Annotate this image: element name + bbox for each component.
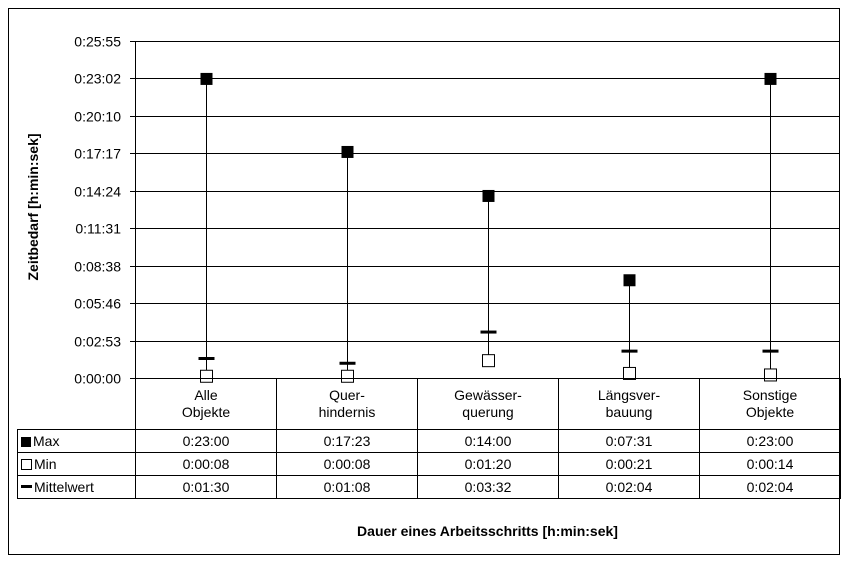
- gridlines: [130, 41, 840, 379]
- max-marker: [764, 72, 777, 85]
- y-tick-label: 0:17:17: [74, 146, 121, 162]
- table-cell: 0:00:08: [135, 452, 277, 476]
- table-row-min: Min 0:00:08 0:00:08 0:01:20 0:00:21 0:00…: [17, 452, 841, 476]
- legend-min: Min: [17, 452, 136, 476]
- legend-mean: Mittelwert: [17, 475, 136, 499]
- mean-marker: [762, 349, 779, 353]
- table-cell: 0:14:00: [417, 429, 559, 453]
- y-tick-label: 0:05:46: [74, 296, 121, 312]
- table-cell: 0:01:20: [417, 452, 559, 476]
- dash-icon: [21, 485, 32, 488]
- category-label: Längsver-bauung: [558, 378, 700, 430]
- y-tick-label: 0:11:31: [75, 221, 121, 237]
- category-label: Quer-hindernis: [276, 378, 418, 430]
- table-row-mean: Mittelwert 0:01:30 0:01:08 0:03:32 0:02:…: [17, 475, 841, 499]
- category-row: Alle Objekte Quer-hindernis Gewässer-quer…: [18, 378, 841, 430]
- range-lines: [206, 78, 771, 377]
- legend-max: Max: [17, 429, 136, 453]
- table-cell: 0:07:31: [558, 429, 700, 453]
- max-marker: [341, 145, 354, 158]
- y-tick-label: 0:08:38: [74, 259, 121, 275]
- y-axis-label: Zeitbedarf [h:min:sek]: [25, 133, 41, 280]
- open-square-icon: [21, 459, 32, 470]
- y-tick-labels: 0:00:00 0:02:53 0:05:46 0:08:38 0:11:31 0:14:…: [74, 34, 121, 387]
- mean-marker: [339, 361, 356, 365]
- data-table: Alle Objekte Quer-hindernis Gewässer-quer…: [17, 378, 841, 499]
- y-tick-label: 0:02:53: [74, 334, 121, 350]
- table-cell: 0:00:14: [699, 452, 841, 476]
- mean-marker: [621, 349, 638, 353]
- chart-plot: 0:00:00 0:02:53 0:05:46 0:08:38 0:11:31 0:14:…: [25, 34, 840, 387]
- table-cell: 0:01:30: [135, 475, 277, 499]
- table-cell: 0:02:04: [558, 475, 700, 499]
- category-label: Gewässer-querung: [417, 378, 559, 430]
- table-cell: 0:00:08: [276, 452, 418, 476]
- x-axis-label: Dauer eines Arbeitsschritts [h:min:sek]: [357, 523, 618, 539]
- table-cell: 0:01:08: [276, 475, 418, 499]
- max-marker: [482, 189, 495, 202]
- y-tick-label: 0:23:02: [74, 71, 121, 87]
- max-marker: [200, 72, 213, 85]
- table-cell: 0:17:23: [276, 429, 418, 453]
- table-corner: [18, 379, 136, 430]
- max-marker: [623, 274, 636, 287]
- table-cell: 0:03:32: [417, 475, 559, 499]
- category-label: Sonstige Objekte: [699, 378, 841, 430]
- y-tick-label: 0:20:10: [74, 109, 121, 125]
- table-cell: 0:02:04: [699, 475, 841, 499]
- mean-marker: [198, 356, 215, 360]
- min-marker: [482, 354, 495, 368]
- mean-marker: [480, 330, 497, 334]
- table-cell: 0:23:00: [135, 429, 277, 453]
- table-row-max: Max 0:23:00 0:17:23 0:14:00 0:07:31 0:23…: [17, 429, 841, 453]
- y-tick-label: 0:25:55: [74, 34, 121, 50]
- table-cell: 0:23:00: [699, 429, 841, 453]
- y-tick-label: 0:14:24: [74, 184, 121, 200]
- filled-square-icon: [21, 437, 31, 447]
- y-tick-label: 0:00:00: [74, 371, 121, 387]
- table-cell: 0:00:21: [558, 452, 700, 476]
- category-label: Alle Objekte: [135, 378, 277, 430]
